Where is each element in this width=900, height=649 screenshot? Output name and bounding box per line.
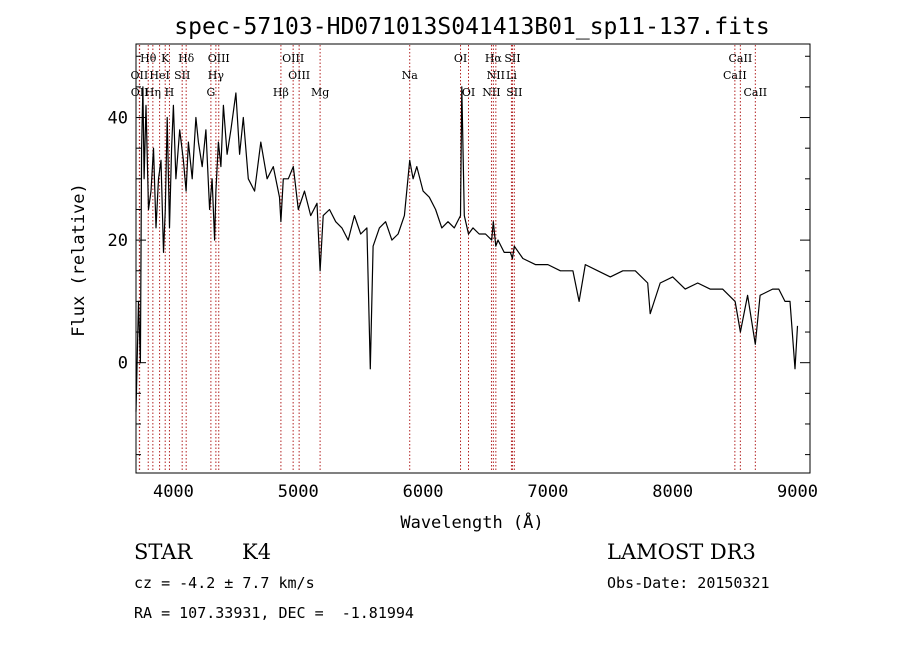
line-label-0: Hθ bbox=[140, 52, 157, 65]
spectral-subclass: K4 bbox=[242, 540, 272, 564]
line-label-5: OI bbox=[454, 52, 467, 65]
x-tick-label-4000: 4000 bbox=[153, 482, 194, 502]
line-label-9: OII bbox=[131, 69, 149, 82]
line-label-24: OI bbox=[462, 86, 475, 99]
redshift-value: cz = -4.2 ± 7.7 km/s bbox=[134, 574, 315, 592]
x-tick-label-7000: 7000 bbox=[527, 482, 568, 502]
line-label-12: Hγ bbox=[208, 69, 225, 82]
chart-title: spec-57103-HD071013S041413B01_sp11-137.f… bbox=[174, 14, 769, 40]
y-tick-label-0: 0 bbox=[118, 354, 128, 374]
x-axis: 4000 5000 6000 7000 8000 9000 bbox=[135, 44, 818, 502]
line-label-27: CaII bbox=[743, 86, 767, 99]
line-label-20: H bbox=[165, 86, 175, 99]
obs-date: Obs-Date: 20150321 bbox=[607, 574, 770, 592]
line-label-4: OIII bbox=[282, 52, 304, 65]
line-label-8: CaII bbox=[729, 52, 753, 65]
line-label-2: Hδ bbox=[178, 52, 195, 65]
line-label-1: K bbox=[161, 52, 170, 65]
y-tick-label-40: 40 bbox=[108, 109, 128, 129]
line-label-7: SII bbox=[504, 52, 520, 65]
y-axis-label: Flux (relative) bbox=[69, 183, 89, 337]
line-markers bbox=[138, 45, 756, 472]
x-tick-label-9000: 9000 bbox=[777, 482, 818, 502]
line-label-18: OII bbox=[131, 86, 149, 99]
line-label-15: NII bbox=[487, 69, 505, 82]
line-label-22: Hβ bbox=[273, 86, 289, 99]
object-type: STAR bbox=[134, 540, 193, 564]
y-axis: 0 20 40 bbox=[108, 55, 810, 456]
line-label-13: OIII bbox=[288, 69, 310, 82]
line-label-10: HeI bbox=[149, 69, 169, 82]
line-label-16: Li bbox=[506, 69, 517, 82]
line-label-11: SII bbox=[174, 69, 190, 82]
spectrum-line bbox=[135, 86, 799, 412]
line-label-23: Mg bbox=[311, 86, 329, 99]
plot-frame bbox=[135, 43, 811, 474]
x-tick-label-6000: 6000 bbox=[403, 482, 444, 502]
line-label-21: G bbox=[206, 86, 215, 99]
survey-name: LAMOST DR3 bbox=[607, 540, 756, 564]
x-tick-label-8000: 8000 bbox=[652, 482, 693, 502]
x-axis-label: Wavelength (Å) bbox=[400, 511, 543, 533]
y-tick-label-20: 20 bbox=[108, 231, 128, 251]
line-label-19: Hη bbox=[145, 86, 161, 99]
line-label-14: Na bbox=[402, 69, 419, 82]
line-label-6: Hα bbox=[485, 52, 503, 65]
line-label-17: CaII bbox=[723, 69, 747, 82]
x-tick-label-5000: 5000 bbox=[278, 482, 319, 502]
line-label-26: SII bbox=[506, 86, 522, 99]
coordinates: RA = 107.33931, DEC = -1.81994 bbox=[134, 604, 414, 622]
spectrum-series bbox=[135, 86, 799, 412]
line-label-25: NII bbox=[482, 86, 500, 99]
line-label-3: OIII bbox=[208, 52, 230, 65]
